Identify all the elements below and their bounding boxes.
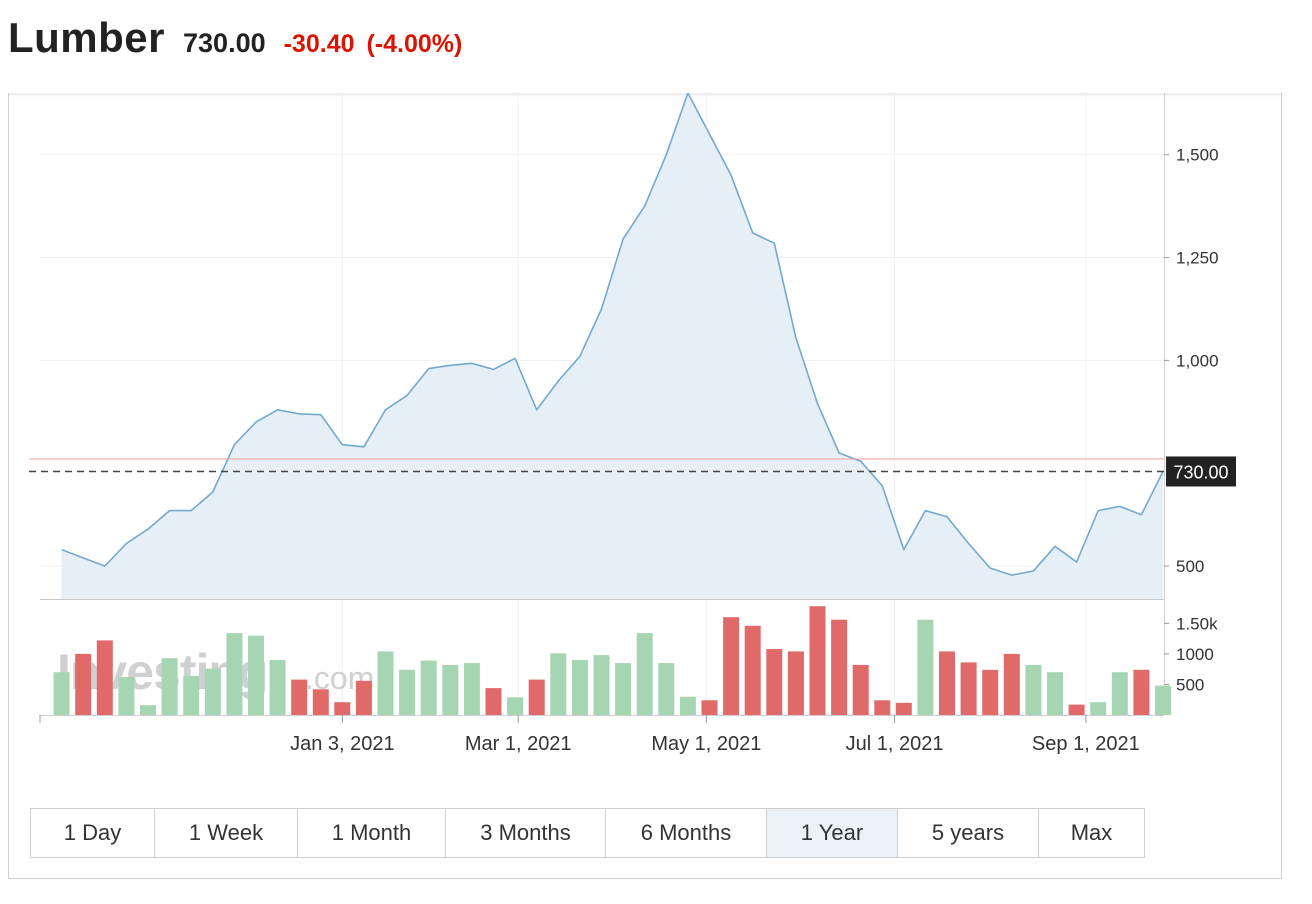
volume-bar — [571, 660, 588, 715]
volume-bar — [140, 705, 156, 715]
volume-tick-label: 500 — [1176, 675, 1204, 694]
y-tick-label: 1,500 — [1176, 146, 1219, 165]
x-tick-label: May 1, 2021 — [651, 733, 761, 755]
volume-bar — [161, 658, 178, 715]
range-button-1-week[interactable]: 1 Week — [155, 809, 298, 857]
volume-bar — [658, 663, 675, 715]
volume-bar — [917, 619, 934, 715]
volume-bar — [463, 663, 480, 715]
volume-bar — [96, 640, 113, 715]
last-price-label: 730.00 — [1166, 456, 1236, 487]
price-line — [61, 93, 1164, 576]
volume-bar — [291, 679, 308, 715]
y-tick-label: 1,000 — [1176, 351, 1219, 370]
volume-bar — [636, 633, 653, 715]
volume-bar — [118, 677, 135, 715]
volume-bar — [226, 633, 243, 715]
volume-bar — [550, 653, 567, 715]
volume-bar — [1003, 653, 1020, 715]
volume-bar — [679, 696, 696, 715]
volume-bar — [766, 649, 783, 715]
volume-bar — [723, 617, 740, 715]
volume-bar — [982, 669, 999, 715]
price-change: -30.40 — [283, 30, 355, 58]
instrument-title: Lumber — [8, 14, 166, 61]
price-area — [61, 93, 1163, 599]
volume-bar — [615, 663, 632, 715]
volume-bar — [528, 679, 545, 715]
volume-bar — [269, 660, 286, 715]
volume-bar — [355, 680, 372, 715]
volume-bar — [593, 655, 610, 715]
volume-bar — [787, 651, 804, 715]
volume-bar — [485, 688, 502, 715]
volume-bar — [1025, 664, 1042, 715]
volume-bar — [1155, 685, 1171, 715]
volume-bar — [248, 635, 264, 715]
volume-bar — [183, 675, 200, 715]
x-tick-label: Mar 1, 2021 — [465, 733, 572, 755]
volume-bar — [744, 625, 761, 715]
volume-bar — [701, 700, 718, 715]
volume-bar — [75, 653, 92, 715]
volume-bar — [1068, 704, 1085, 715]
volume-bar — [420, 660, 437, 715]
last-price: 730.00 — [183, 28, 266, 58]
volume-bar — [1111, 672, 1128, 715]
chart-panel: 1,5001,2501,000500730.00Investing.com1.5… — [8, 93, 1282, 879]
quote-header: Lumber 730.00 -30.40 (-4.00%) — [8, 14, 462, 66]
volume-tick-label: 1000 — [1176, 645, 1214, 664]
volume-bar — [204, 668, 221, 715]
time-range-selector: 1 Day 1 Week 1 Month 3 Months 6 Months 1 Year… — [30, 808, 1145, 858]
range-button-5-years[interactable]: 5 years — [898, 809, 1039, 857]
volume-bar — [874, 700, 891, 715]
range-button-1-day[interactable]: 1 Day — [31, 809, 155, 857]
price-change-percent: (-4.00%) — [366, 30, 463, 58]
volume-bar — [939, 651, 955, 715]
volume-bar — [334, 702, 351, 715]
x-tick-label: Sep 1, 2021 — [1032, 733, 1140, 755]
volume-bar — [312, 689, 329, 715]
volume-bar — [895, 702, 912, 715]
last-price-label-text: 730.00 — [1173, 462, 1228, 482]
last-price-label-bg — [1166, 456, 1236, 487]
range-button-1-year[interactable]: 1 Year — [767, 809, 898, 857]
x-tick-label: Jul 1, 2021 — [846, 733, 944, 755]
volume-bar — [442, 664, 459, 715]
price-chart[interactable]: 1,5001,2501,000500730.00Investing.com1.5… — [9, 93, 1281, 879]
range-button-3-months[interactable]: 3 Months — [446, 809, 606, 857]
range-button-max[interactable]: Max — [1039, 809, 1144, 857]
volume-bar — [377, 651, 394, 715]
volume-tick-label: 1.50k — [1176, 614, 1218, 633]
volume-bar — [399, 669, 416, 715]
range-button-6-months[interactable]: 6 Months — [606, 809, 767, 857]
volume-bar — [852, 664, 869, 715]
volume-bar — [1133, 669, 1150, 715]
range-button-1-month[interactable]: 1 Month — [298, 809, 446, 857]
volume-bar — [1047, 672, 1063, 715]
y-tick-label: 500 — [1176, 557, 1204, 576]
x-tick-label: Jan 3, 2021 — [290, 733, 395, 755]
volume-bar — [1090, 702, 1107, 715]
volume-bar — [809, 606, 826, 715]
y-tick-label: 1,250 — [1176, 249, 1219, 268]
volume-bar — [507, 697, 524, 715]
volume-bar — [831, 619, 848, 715]
volume-bar — [960, 662, 977, 715]
volume-bar — [53, 672, 70, 715]
